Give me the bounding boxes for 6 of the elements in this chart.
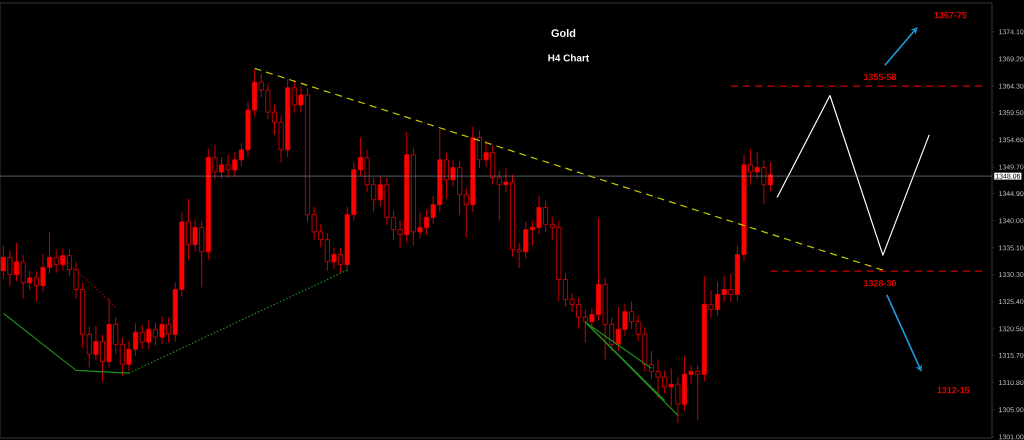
text: H4 Chart [548,54,590,62]
text: Gold [551,28,576,38]
annotation: 1328-30 [864,279,896,287]
annotation: 1367-75 [934,11,967,19]
annotation: 1355-58 [864,73,897,81]
annotation: 1312-15 [937,386,970,394]
